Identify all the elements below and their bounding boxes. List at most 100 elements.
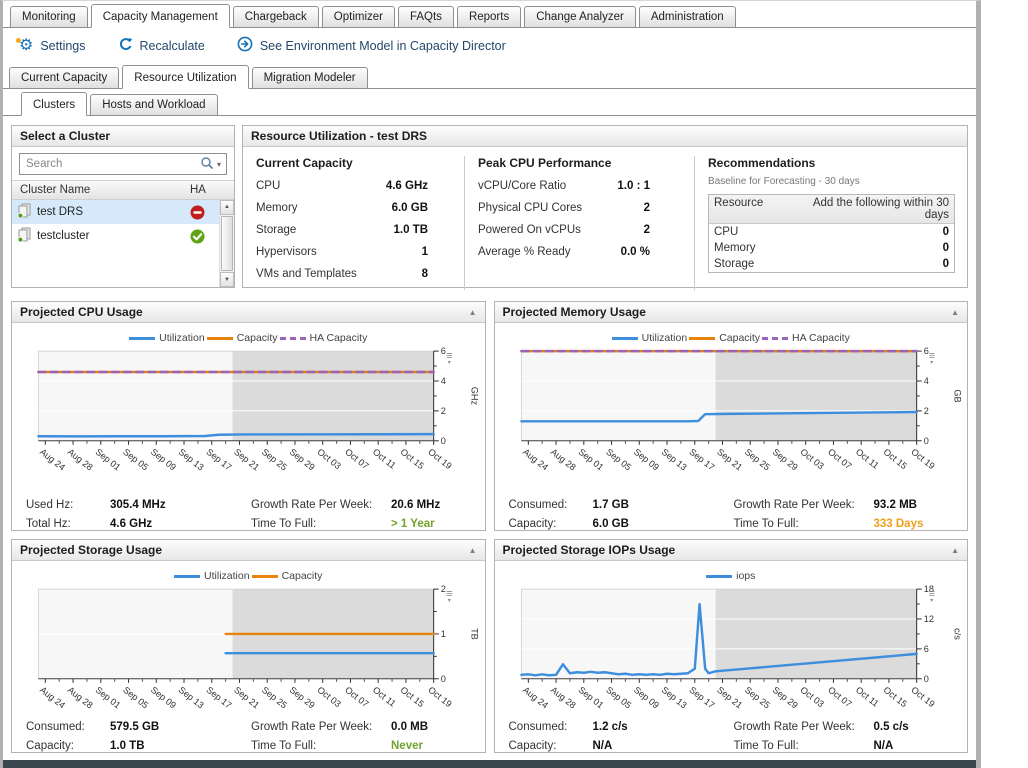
svg-text:Oct 03: Oct 03 [315, 447, 342, 471]
cc-value: 1 [421, 246, 428, 258]
recommendations-table: Resource Add the following within 30 day… [708, 194, 955, 273]
environment-model-link[interactable]: See Environment Model in Capacity Direct… [237, 36, 506, 55]
svg-text:GB: GB [952, 389, 962, 402]
svg-text:Aug 28: Aug 28 [66, 447, 95, 473]
chart-legend: iops [501, 569, 962, 583]
cluster-search-box: ▾ [19, 153, 227, 175]
cluster-row-test-drs[interactable]: test DRS [12, 200, 234, 224]
recommendations-subtitle: Baseline for Forecasting - 30 days [708, 176, 860, 187]
projected-cpu-usage-header[interactable]: Projected CPU Usage ▲ [12, 302, 485, 323]
svg-text:Aug 24: Aug 24 [520, 685, 549, 711]
memory-stats: Consumed: 1.7 GB Growth Rate Per Week: 93.… [508, 499, 924, 530]
tab-hosts-and-workload[interactable]: Hosts and Workload [90, 94, 218, 116]
svg-text:Aug 28: Aug 28 [548, 447, 577, 473]
tab-chargeback[interactable]: Chargeback [232, 6, 319, 28]
svg-text:Sep 01: Sep 01 [93, 447, 122, 473]
projected-cpu-usage-panel: Projected CPU Usage ▲ Utilization Capaci… [11, 301, 486, 531]
table-row: Memory 0 [714, 242, 949, 254]
cluster-name-column-header[interactable]: Cluster Name [20, 184, 91, 196]
settings-button[interactable]: ⚙ Settings [16, 37, 86, 53]
chart-options-icon[interactable]: ≡ ▾ [446, 350, 453, 367]
recommendations-section: Recommendations Baseline for Forecasting… [695, 156, 967, 290]
svg-text:6: 6 [441, 346, 446, 356]
svg-text:0: 0 [923, 436, 928, 446]
rec-add-column-header[interactable]: Add the following within 30 days [812, 197, 949, 221]
ha-column-header[interactable]: HA [190, 184, 206, 196]
svg-text:Sep 01: Sep 01 [93, 685, 122, 711]
svg-text:Sep 05: Sep 05 [121, 685, 150, 711]
projected-storage-iops-header[interactable]: Projected Storage IOPs Usage ▲ [494, 540, 967, 561]
svg-text:Sep 25: Sep 25 [260, 685, 289, 711]
tab-administration[interactable]: Administration [638, 6, 736, 28]
tab-capacity-management[interactable]: Capacity Management [90, 4, 230, 28]
svg-text:Sep 13: Sep 13 [177, 685, 206, 711]
tab-faqts[interactable]: FAQts [397, 6, 454, 28]
chart-options-icon[interactable]: ≡ ▾ [928, 588, 935, 605]
search-options-caret-icon[interactable]: ▾ [216, 159, 221, 169]
tab-optimizer[interactable]: Optimizer [321, 6, 395, 28]
cc-label: VMs and Templates [256, 268, 357, 280]
tab-reports[interactable]: Reports [456, 6, 522, 28]
svg-text:Aug 24: Aug 24 [38, 447, 67, 473]
svg-text:Sep 21: Sep 21 [232, 447, 261, 473]
current-capacity-section: Current Capacity CPU 4.6 GHz Memory 6.0 GB… [243, 156, 465, 290]
svg-text:c/s: c/s [952, 628, 962, 640]
panel-title: Projected Memory Usage [502, 305, 646, 319]
resource-utilization-title: Resource Utilization - test DRS [251, 129, 428, 143]
tab-change-analyzer[interactable]: Change Analyzer [524, 6, 636, 28]
tab-migration-modeler[interactable]: Migration Modeler [251, 67, 368, 89]
tab-clusters[interactable]: Clusters [21, 92, 88, 116]
projected-memory-usage-header[interactable]: Projected Memory Usage ▲ [494, 302, 967, 323]
svg-text:Sep 09: Sep 09 [149, 685, 178, 711]
svg-text:Oct 03: Oct 03 [798, 447, 825, 471]
collapse-icon[interactable]: ▲ [951, 545, 959, 555]
scroll-down-icon[interactable]: ▼ [220, 272, 234, 287]
search-icon[interactable] [200, 156, 214, 173]
cc-label: Hypervisors [256, 246, 317, 258]
svg-text:Oct 11: Oct 11 [853, 685, 880, 709]
scroll-up-icon[interactable]: ▲ [220, 200, 234, 215]
peak-cpu-section: Peak CPU Performance vCPU/Core Ratio 1.0 … [465, 156, 695, 290]
tab-monitoring[interactable]: Monitoring [10, 6, 88, 28]
collapse-icon[interactable]: ▲ [468, 307, 477, 317]
chart-options-icon[interactable]: ≡ ▾ [446, 588, 453, 605]
collapse-icon[interactable]: ▲ [468, 545, 477, 555]
svg-text:Sep 29: Sep 29 [770, 685, 799, 711]
utilization-swatch [611, 336, 638, 340]
projected-memory-usage-panel: Projected Memory Usage ▲ Utilization Cap… [493, 301, 968, 531]
svg-text:Sep 21: Sep 21 [232, 685, 261, 711]
gear-icon: ⚙ [16, 37, 33, 53]
svg-text:12: 12 [923, 614, 933, 624]
svg-text:Oct 07: Oct 07 [826, 447, 853, 471]
ha-enabled-icon [175, 229, 219, 244]
svg-text:Sep 01: Sep 01 [576, 447, 605, 473]
svg-text:Sep 13: Sep 13 [659, 685, 688, 711]
chart-options-icon[interactable]: ≡ ▾ [928, 350, 935, 367]
projected-storage-usage-header[interactable]: Projected Storage Usage ▲ [12, 540, 485, 561]
svg-text:4: 4 [441, 376, 446, 386]
svg-text:TB: TB [469, 628, 479, 640]
tab-current-capacity[interactable]: Current Capacity [9, 67, 120, 89]
cluster-icon [17, 227, 32, 245]
legend-label: Utilization [641, 332, 688, 344]
svg-text:0: 0 [923, 674, 928, 684]
cluster-name: testcluster [37, 230, 90, 242]
recalculate-button[interactable]: Recalculate [118, 37, 205, 55]
table-row: CPU 0 [714, 226, 949, 238]
panel-title: Projected CPU Usage [20, 305, 143, 319]
cluster-row-testcluster[interactable]: testcluster [12, 224, 234, 248]
view-tab-bar: Clusters Hosts and Workload [3, 89, 976, 116]
cluster-search-input[interactable] [26, 158, 200, 170]
svg-text:2: 2 [441, 406, 446, 416]
collapse-icon[interactable]: ▲ [951, 307, 959, 317]
rec-resource-column-header[interactable]: Resource [714, 197, 764, 209]
refresh-icon [118, 37, 133, 55]
scrollbar-thumb[interactable] [221, 215, 233, 272]
tab-resource-utilization[interactable]: Resource Utilization [122, 65, 249, 89]
cluster-list-scrollbar[interactable]: ▲ ▼ [219, 200, 234, 287]
svg-text:Oct 15: Oct 15 [881, 447, 908, 471]
